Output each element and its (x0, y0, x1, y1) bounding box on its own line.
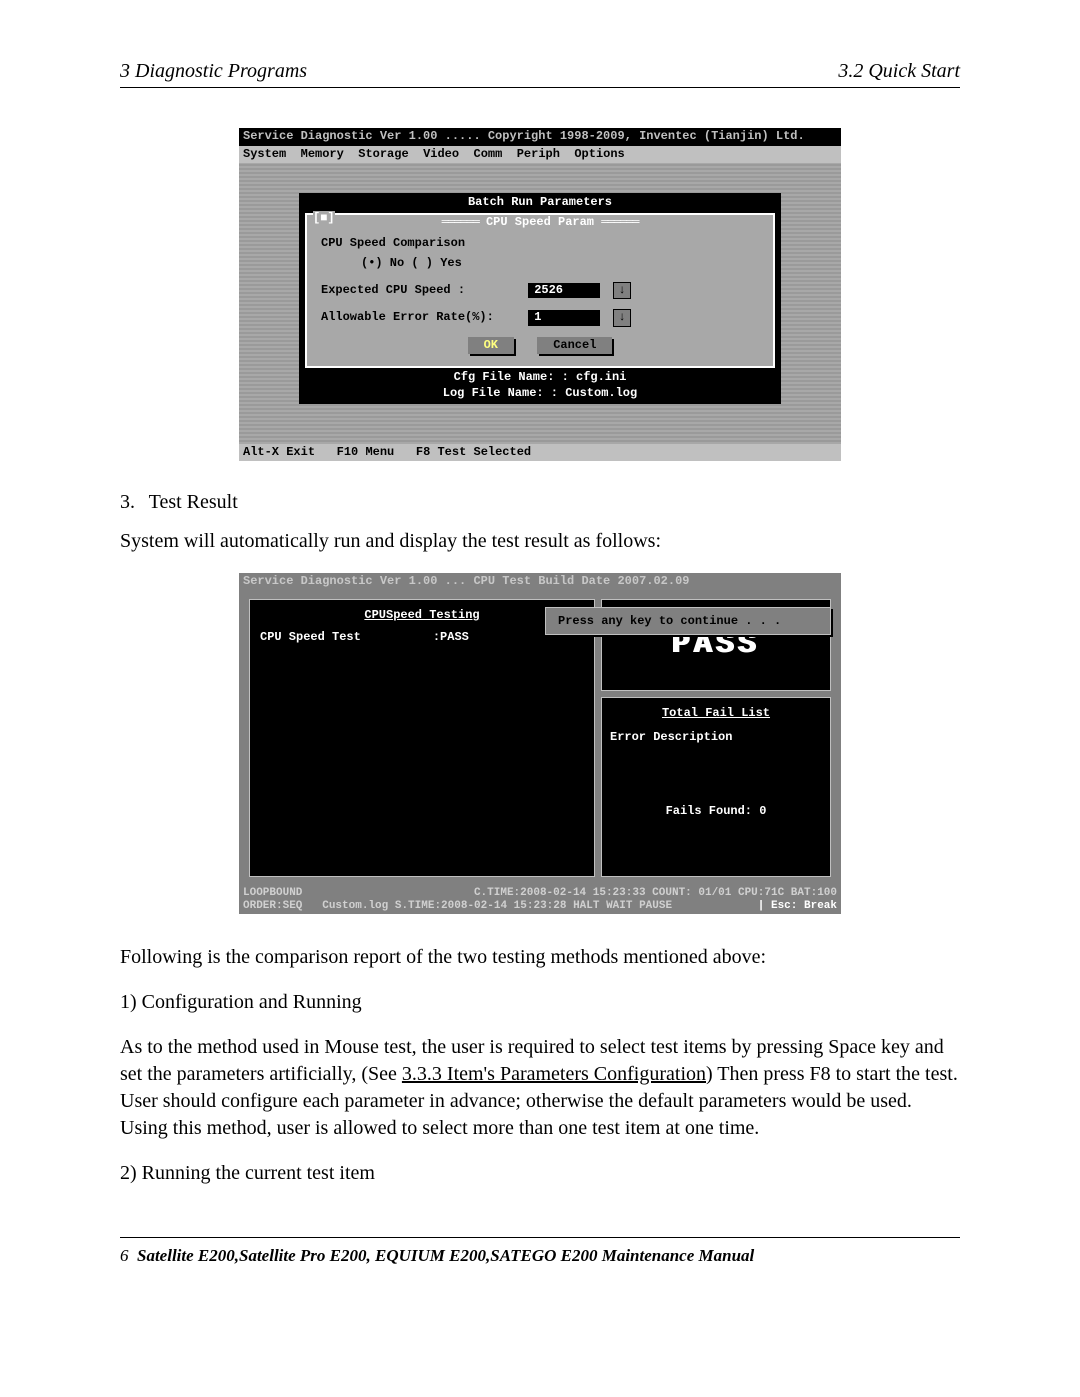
cpu-speed-testing-title: CPUSpeed Testing (260, 608, 584, 622)
menu-system[interactable]: System (243, 147, 286, 161)
ss2-title-bar: Service Diagnostic Ver 1.00 ... CPU Test… (239, 573, 841, 589)
total-fail-list-title: Total Fail List (610, 706, 822, 720)
page-header: 3 Diagnostic Programs 3.2 Quick Start (120, 60, 960, 88)
menu-options[interactable]: Options (574, 147, 624, 161)
screenshot-batch-run-parameters: Service Diagnostic Ver 1.00 ..... Copyri… (239, 128, 841, 461)
header-left: 3 Diagnostic Programs (120, 60, 307, 83)
screenshot-cpu-test-result: Service Diagnostic Ver 1.00 ... CPU Test… (239, 573, 841, 913)
status-esc-break: | Esc: Break (758, 900, 837, 913)
ss2-status-bar: LOOPBOUND C.TIME:2008-02-14 15:23:33 COU… (239, 887, 841, 913)
ss1-menu-bar: System Memory Storage Video Comm Periph … (239, 146, 841, 164)
cpu-speed-testing-panel: CPUSpeed Testing CPU Speed Test :PASS (249, 599, 595, 877)
menu-storage[interactable]: Storage (358, 147, 408, 161)
ss1-client-area: Batch Run Parameters [■] ══════ CPU Spee… (239, 163, 841, 443)
press-any-key-popup[interactable]: Press any key to continue . . . (545, 607, 831, 635)
paragraph-config-running-body: As to the method used in Mouse test, the… (120, 1034, 960, 1142)
cpu-speed-param-dialog: [■] ══════ CPU Speed Param ══════ CPU Sp… (305, 213, 775, 369)
cpu-speed-test-label: CPU Speed Test (260, 630, 361, 644)
footer-page-number: 6 (120, 1246, 129, 1265)
outer-dialog-title: Batch Run Parameters (299, 193, 781, 213)
expected-cpu-speed-spinner-icon[interactable]: ↓ (613, 282, 630, 300)
allowable-error-rate-input[interactable]: 1 (528, 310, 600, 326)
paragraph-running-current-heading: 2) Running the current test item (120, 1160, 960, 1187)
log-file-line: Log File Name: : Custom.log (299, 386, 781, 402)
page-footer: 6 Satellite E200,Satellite Pro E200, EQU… (120, 1237, 960, 1266)
paragraph-comparison-intro: Following is the comparison report of th… (120, 944, 960, 971)
menu-periph[interactable]: Periph (517, 147, 560, 161)
fails-found-count: Fails Found: 0 (610, 804, 822, 818)
footer-manual-title: Satellite E200,Satellite Pro E200, EQUIU… (137, 1246, 754, 1265)
cfg-file-line: Cfg File Name: : cfg.ini (299, 370, 781, 386)
cpu-speed-comparison-label: CPU Speed Comparison (321, 236, 759, 252)
menu-comm[interactable]: Comm (474, 147, 503, 161)
paragraph-config-running-heading: 1) Configuration and Running (120, 989, 960, 1016)
expected-cpu-speed-label: Expected CPU Speed : (321, 283, 521, 299)
status-line2-mid: Custom.log S.TIME:2008-02-14 15:23:28 HA… (322, 900, 672, 912)
paragraph-result-intro: System will automatically run and displa… (120, 528, 960, 555)
menu-video[interactable]: Video (423, 147, 459, 161)
list-item-3: 3. Test Result (120, 491, 960, 514)
cpu-speed-test-result: :PASS (433, 630, 469, 644)
cpu-speed-comparison-radios[interactable]: (•) No ( ) Yes (321, 256, 759, 272)
ok-button[interactable]: OK (468, 337, 514, 355)
expected-cpu-speed-input[interactable]: 2526 (528, 283, 600, 299)
link-item-parameters-config[interactable]: 3.3.3 Item's Parameters Configuration (402, 1063, 706, 1085)
inner-dialog-title: ══════ CPU Speed Param ══════ (321, 215, 759, 231)
ss1-title-bar: Service Diagnostic Ver 1.00 ..... Copyri… (239, 128, 841, 146)
allowable-error-rate-label: Allowable Error Rate(%): (321, 310, 521, 326)
fail-list-columns: Error Description (610, 730, 822, 744)
status-loopbound: LOOPBOUND (243, 887, 302, 899)
cancel-button[interactable]: Cancel (537, 337, 612, 355)
list-item-3-title: Test Result (149, 491, 238, 513)
status-line1-right: C.TIME:2008-02-14 15:23:33 COUNT: 01/01 … (474, 887, 837, 900)
allowable-error-rate-spinner-icon[interactable]: ↓ (613, 309, 630, 327)
dialog-close-icon[interactable]: [■] (313, 211, 335, 227)
menu-memory[interactable]: Memory (301, 147, 344, 161)
status-order: ORDER:SEQ (243, 900, 302, 912)
total-fail-list-panel: Total Fail List Error Description Fails … (601, 697, 831, 877)
header-right: 3.2 Quick Start (838, 60, 960, 83)
dialog-footer-info: Cfg File Name: : cfg.ini Log File Name: … (299, 368, 781, 403)
ss1-status-bar: Alt-X Exit F10 Menu F8 Test Selected (239, 444, 841, 462)
